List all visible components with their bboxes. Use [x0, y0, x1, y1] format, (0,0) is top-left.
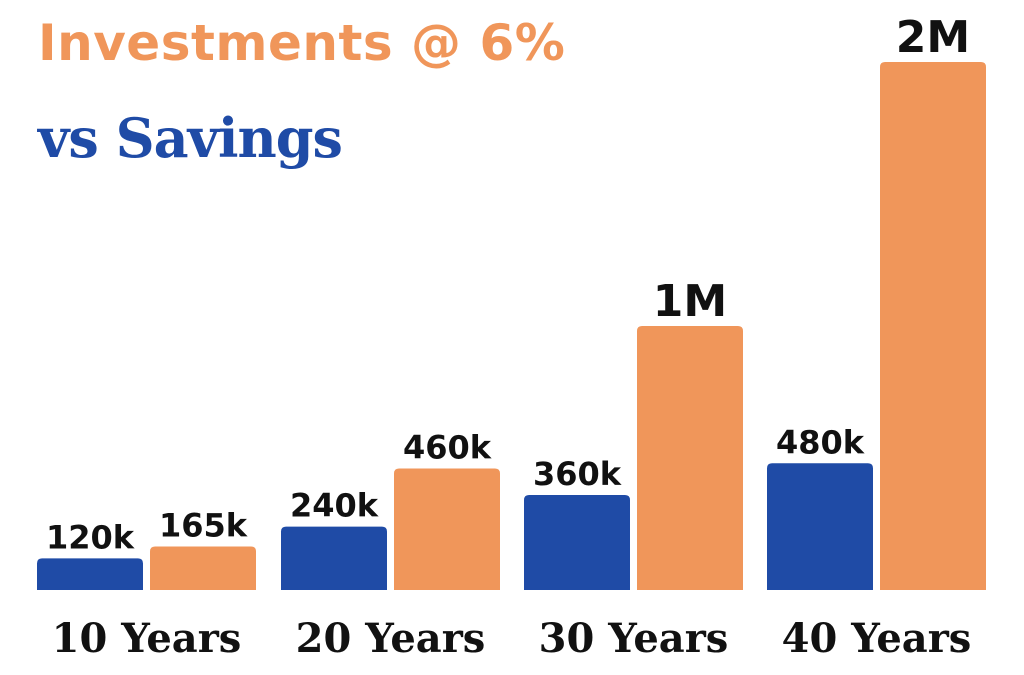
data-label: 2M	[896, 12, 970, 63]
chart-subtitle: vs Savings	[38, 106, 343, 170]
data-label: 480k	[776, 423, 865, 461]
bar-investments-3	[637, 326, 743, 590]
chart-title: Investments @ 6%	[38, 14, 566, 72]
bar-savings-2	[281, 526, 387, 590]
category-label: 30 Years	[539, 615, 729, 662]
category-label: 40 Years	[782, 615, 972, 662]
category-label: 10 Years	[52, 615, 242, 662]
data-label: 120k	[46, 518, 135, 556]
data-label: 240k	[290, 487, 379, 525]
category-label: 20 Years	[296, 615, 486, 662]
data-label: 460k	[403, 429, 492, 467]
bar-investments-4	[880, 62, 986, 590]
bar-investments-2	[394, 468, 500, 590]
data-label: 1M	[653, 276, 727, 327]
bar-savings-3	[524, 494, 630, 590]
bar-savings-1	[37, 558, 143, 590]
data-label: 360k	[533, 455, 622, 493]
bar-savings-4	[767, 463, 873, 590]
data-label: 165k	[159, 506, 248, 544]
bar-investments-1	[150, 546, 256, 590]
